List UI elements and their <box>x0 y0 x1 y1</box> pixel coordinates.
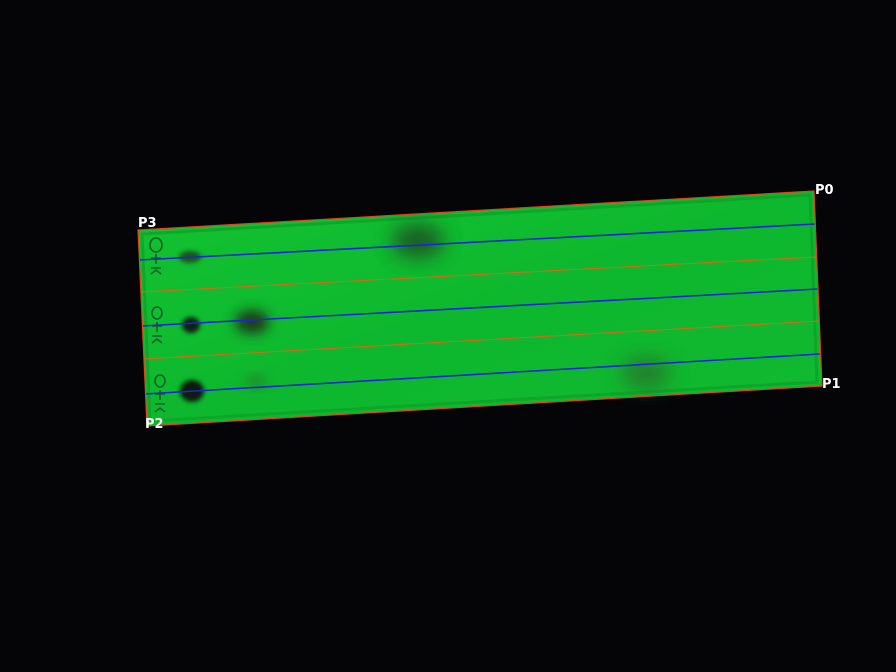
lane-centerline <box>139 223 816 261</box>
spot <box>246 376 266 388</box>
plate-outline <box>137 190 823 427</box>
lane-divider <box>140 256 818 293</box>
lane-centerline <box>144 353 821 395</box>
lane-divider <box>143 320 820 360</box>
lane-dividers <box>140 256 820 360</box>
spot <box>392 224 444 258</box>
corner-label-p3: P3 <box>138 216 157 231</box>
lane-centerlines <box>139 223 821 395</box>
spot <box>235 310 269 334</box>
spot <box>622 357 670 389</box>
corner-label-p0: P0 <box>815 183 834 198</box>
corner-label-p2: P2 <box>145 417 164 432</box>
spots <box>179 224 670 402</box>
lane-centerline <box>141 288 819 327</box>
spot <box>182 317 200 333</box>
tlc-plate <box>138 191 822 426</box>
corner-label-p1: P1 <box>822 377 841 392</box>
